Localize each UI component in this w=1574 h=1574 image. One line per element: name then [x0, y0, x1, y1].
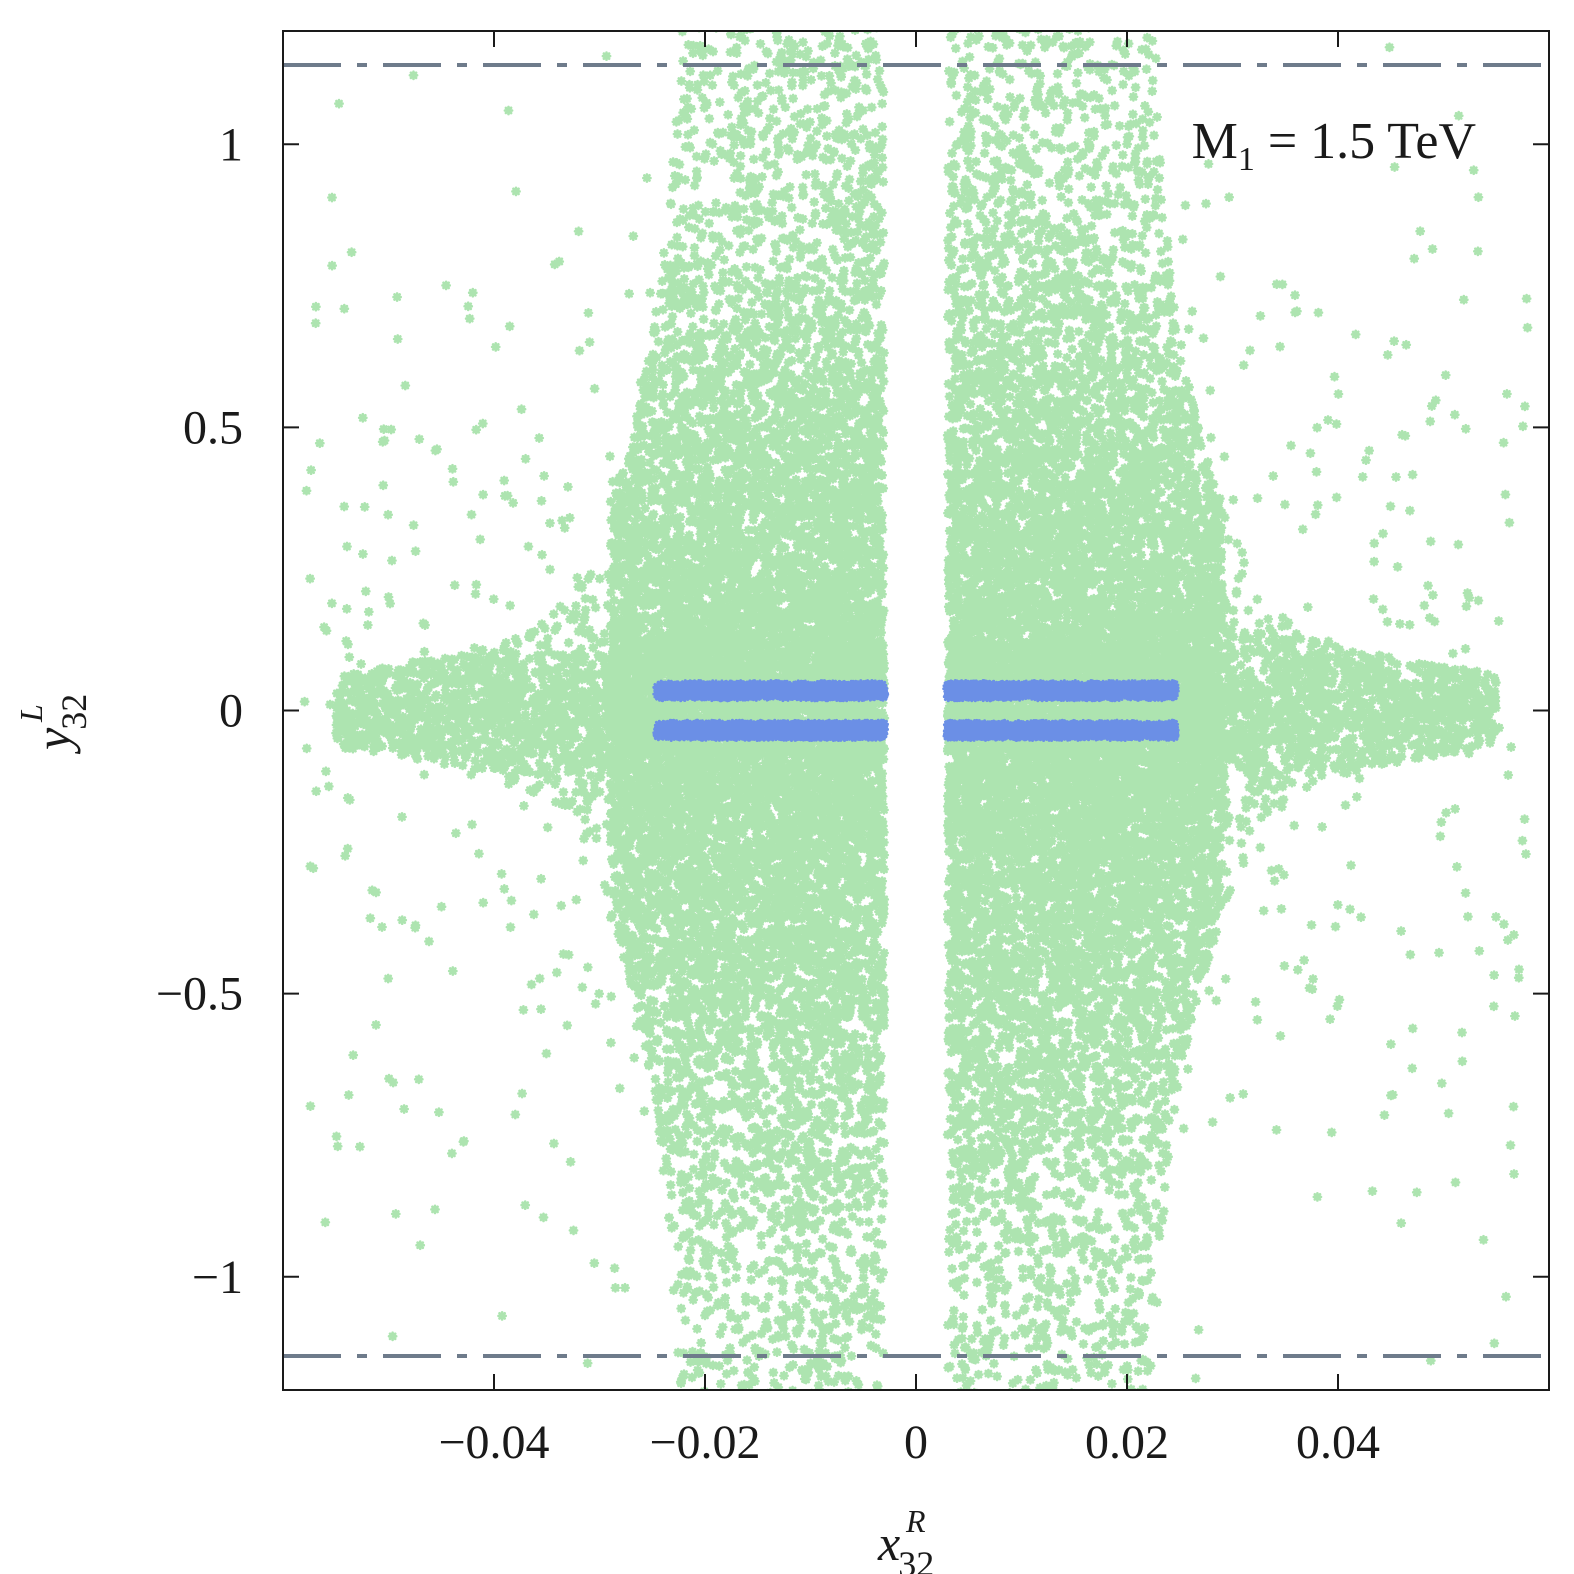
- x-tick-label: 0.02: [1085, 1416, 1169, 1469]
- x-tick-label: 0: [904, 1416, 928, 1469]
- x-axis-title: x32 R: [877, 1503, 934, 1574]
- y-tick-label: 0: [219, 685, 243, 738]
- x-axis-title-base: x: [877, 1515, 900, 1571]
- y-axis-title-base: y: [25, 727, 81, 755]
- y-tick-label: 0.5: [183, 401, 243, 454]
- x-axis-title-sup: R: [905, 1503, 926, 1539]
- y-tick-label: −1: [192, 1251, 243, 1304]
- annotation-label: M1 = 1.5 TeV: [1192, 113, 1476, 178]
- y-axis-title-sup: L: [13, 704, 49, 723]
- x-tick-label: −0.04: [438, 1416, 549, 1469]
- annotation-main: M: [1192, 113, 1238, 170]
- scatter-points: [301, 16, 1531, 1405]
- y-axis-title: y32 L: [13, 694, 94, 755]
- y-tick-label: 1: [219, 118, 243, 171]
- annotation-rest: = 1.5 TeV: [1255, 113, 1476, 170]
- x-tick-label: −0.02: [649, 1416, 760, 1469]
- y-tick-label: −0.5: [156, 968, 243, 1021]
- y-axis-title-sub: 32: [54, 694, 94, 730]
- x-axis-title-sub: 32: [898, 1544, 934, 1574]
- x-tick-label: 0.04: [1296, 1416, 1380, 1469]
- series-green-points: [301, 16, 1531, 1405]
- annotation-sub: 1: [1238, 141, 1255, 178]
